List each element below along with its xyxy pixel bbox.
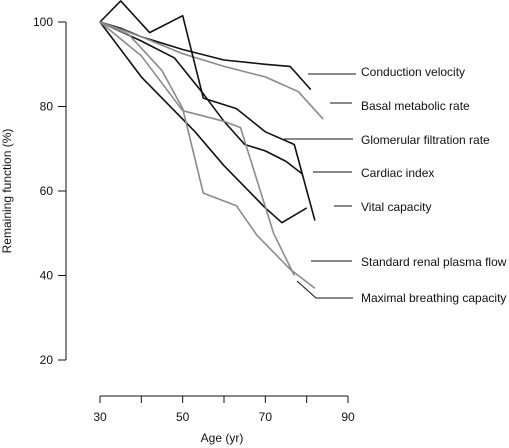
y-tick-label: 60 bbox=[40, 184, 54, 198]
x-tick-label: 70 bbox=[259, 410, 273, 424]
series-labels: Conduction velocity Basal metabolic rate G… bbox=[284, 65, 507, 305]
y-axis-title: Remaining function (%) bbox=[0, 129, 14, 254]
series-line-2 bbox=[99, 21, 324, 120]
series-label-2: Basal metabolic rate bbox=[361, 99, 470, 113]
series-label-6: Standard renal plasma flow bbox=[361, 255, 507, 269]
series-label-7: Maximal breathing capacity bbox=[361, 291, 506, 305]
y-axis: 20 40 60 80 100 bbox=[33, 15, 67, 367]
series-line-6 bbox=[99, 21, 296, 276]
y-tick-label: 40 bbox=[40, 269, 54, 283]
series-line-1 bbox=[99, 21, 312, 91]
series-line-3 bbox=[99, 0, 316, 221]
y-tick-label: 100 bbox=[33, 15, 53, 29]
y-tick-label: 20 bbox=[40, 353, 54, 367]
x-tick-label: 90 bbox=[341, 410, 355, 424]
series-label-1: Conduction velocity bbox=[361, 65, 465, 79]
x-tick-label: 30 bbox=[93, 410, 107, 424]
series-line-4 bbox=[99, 21, 303, 175]
series-label-5: Vital capacity bbox=[361, 200, 431, 214]
y-tick-label: 80 bbox=[40, 100, 54, 114]
series-label-4: Cardiac index bbox=[361, 166, 434, 180]
series-lines bbox=[99, 0, 324, 289]
x-axis: 30 50 70 90 bbox=[93, 395, 355, 424]
x-tick-label: 50 bbox=[176, 410, 190, 424]
x-axis-title: Age (yr) bbox=[201, 431, 244, 445]
series-label-3: Glomerular filtration rate bbox=[361, 133, 490, 147]
series-line-5 bbox=[99, 21, 308, 224]
series-line-7 bbox=[99, 21, 316, 289]
series-leader-line-7 bbox=[296, 280, 353, 299]
